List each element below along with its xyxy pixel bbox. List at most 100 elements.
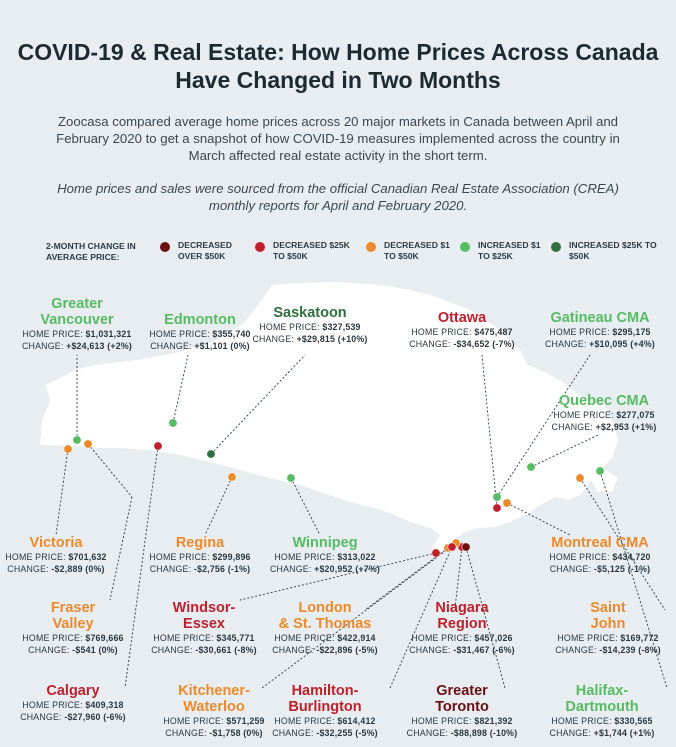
city-marker [502,498,512,508]
city-name: Ottawa [437,310,487,326]
leader-line [389,546,453,689]
city-name: Victoria [29,535,83,551]
city-marker [526,462,536,472]
city-card-kitchener-waterloo: Kitchener- Waterloo HOME PRICE: $571,259 CH… [144,683,284,739]
city-card-windsor-essex: Windsor- Essex HOME PRICE: $345,771 CHANGE:… [134,600,274,656]
city-home-price: HOME PRICE: $571,259 [163,716,265,726]
city-name: Calgary [46,683,100,699]
leader-line [239,552,437,601]
city-card-niagara-region: Niagara Region HOME PRICE: $457,026 CHANGE:… [392,600,532,656]
city-price-change: CHANGE: -$14,239 (-8%) [555,645,661,655]
city-name: London & St. Thomas [278,600,372,632]
city-price-change: CHANGE: -$2,889 (0%) [7,564,105,574]
leader-line [55,448,69,536]
city-price-change: CHANGE: -$1,758 (0%) [165,728,263,738]
leader-line [481,354,498,509]
city-price-change: CHANGE: -$30,661 (-8%) [151,645,257,655]
leader-line [465,546,506,689]
city-home-price: HOME PRICE: $277,075 [553,410,655,420]
city-card-greater-vancouver: Greater Vancouver HOME PRICE: $1,031,321 CH… [7,296,147,352]
city-price-change: CHANGE: -$88,898 (-10%) [406,728,518,738]
city-card-calgary: Calgary HOME PRICE: $409,318 CHANGE: -$27,… [3,683,143,723]
city-marker [286,473,296,483]
city-marker [153,441,163,451]
city-marker [447,542,457,552]
city-home-price: HOME PRICE: $345,771 [153,633,255,643]
leader-line [109,496,133,601]
city-home-price: HOME PRICE: $457,026 [411,633,513,643]
city-name: Edmonton [164,312,236,328]
legend-swatch [255,242,265,252]
city-home-price: HOME PRICE: $701,632 [5,552,107,562]
city-card-saskatoon: Saskatoon HOME PRICE: $327,539 CHANGE: +$2… [240,305,380,345]
city-home-price: HOME PRICE: $327,539 [259,322,361,332]
city-name: Greater Vancouver [40,296,114,328]
city-marker [168,418,178,428]
leader-line [530,434,599,468]
city-marker [206,449,216,459]
city-home-price: HOME PRICE: $821,392 [411,716,513,726]
city-price-change: CHANGE: -$5,125 (-1%) [549,564,651,574]
source-note: Home prices and sales were sourced from … [57,181,619,213]
city-card-hamilton-burlington: Hamilton- Burlington HOME PRICE: $614,412 C… [255,683,395,739]
city-name: Regina [175,535,225,551]
city-price-change: CHANGE: -$32,255 (-5%) [272,728,378,738]
legend-swatch [551,242,561,252]
city-home-price: HOME PRICE: $475,487 [411,327,513,337]
city-name: Halifax- Dartmouth [565,683,639,715]
city-home-price: HOME PRICE: $409,318 [22,700,124,710]
city-name: Saint John [590,600,626,632]
city-price-change: CHANGE: -$541 (0%) [28,645,118,655]
city-marker [575,473,585,483]
city-card-gatineau-cma: Gatineau CMA HOME PRICE: $295,175 CHANGE: … [530,310,670,350]
island-landmass [590,470,618,492]
city-price-change: CHANGE: +$29,815 (+10%) [252,334,368,344]
city-home-price: HOME PRICE: $434,720 [549,552,651,562]
city-card-edmonton: Edmonton HOME PRICE: $355,740 CHANGE: +$1,… [130,312,270,352]
city-marker [461,542,471,552]
city-marker [595,466,605,476]
leader-line [124,445,159,689]
legend-title: 2-MONTH CHANGE IN AVERAGE PRICE: [46,241,136,262]
city-home-price: HOME PRICE: $1,031,321 [22,329,132,339]
city-card-saint-john: Saint John HOME PRICE: $169,772 CHANGE: -$1… [538,600,676,656]
city-name: Quebec CMA [558,393,650,409]
city-marker [227,472,237,482]
leader-line [87,443,133,498]
city-price-change: CHANGE: +$10,095 (+4%) [544,339,655,349]
leader-line [454,546,463,609]
city-price-change: CHANGE: -$22,896 (-5%) [272,645,378,655]
city-price-change: CHANGE: +$1,101 (0%) [150,341,250,351]
city-name: Windsor- Essex [172,600,236,632]
city-name: Niagara Region [435,600,489,632]
legend-swatch [366,242,376,252]
city-name: Kitchener- Waterloo [178,683,250,715]
city-name: Gatineau CMA [550,310,650,326]
city-name: Hamilton- Burlington [288,683,362,715]
city-name: Saskatoon [273,305,347,321]
city-card-montreal-cma: Montreal CMA HOME PRICE: $434,720 CHANGE: … [530,535,670,575]
city-home-price: HOME PRICE: $169,772 [557,633,659,643]
city-name: Winnipeg [292,535,358,551]
city-card-halifax-dartmouth: Halifax- Dartmouth HOME PRICE: $330,565 CHA… [532,683,672,739]
city-card-ottawa: Ottawa HOME PRICE: $475,487 CHANGE: -$34,6… [392,310,532,350]
city-name: Montreal CMA [551,535,649,551]
city-card-fraser-valley: Fraser Valley HOME PRICE: $769,666 CHANGE: … [3,600,143,656]
city-home-price: HOME PRICE: $295,175 [549,327,651,337]
city-marker [83,439,93,449]
city-marker [492,492,502,502]
city-card-quebec-cma: Quebec CMA HOME PRICE: $277,075 CHANGE: +$… [534,393,674,433]
page-title: COVID-19 & Real Estate: How Home Prices … [17,39,659,93]
city-price-change: CHANGE: +$24,613 (+2%) [21,341,132,351]
city-home-price: HOME PRICE: $422,914 [274,633,376,643]
city-home-price: HOME PRICE: $769,666 [22,633,124,643]
city-home-price: HOME PRICE: $313,022 [274,552,376,562]
city-price-change: CHANGE: -$34,652 (-7%) [409,339,515,349]
city-card-regina: Regina HOME PRICE: $299,896 CHANGE: -$2,75… [130,535,270,575]
city-home-price: HOME PRICE: $299,896 [149,552,251,562]
leader-line [364,547,449,611]
city-marker [431,548,441,558]
city-price-change: CHANGE: +$2,953 (+1%) [551,422,657,432]
intro-text: Zoocasa compared average home prices acr… [56,114,620,163]
